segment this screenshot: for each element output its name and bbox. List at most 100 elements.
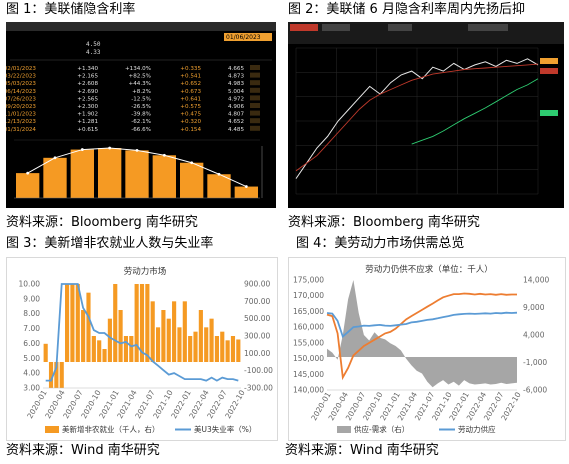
- table-cell-date: 09/20/2023: [6, 104, 36, 110]
- table-cell-date: 02/01/2023: [6, 66, 36, 72]
- table-cell-rate_chg: +0.320: [180, 119, 201, 125]
- supply-demand-gap-area: [327, 280, 517, 388]
- figure2-source: 资料来源：Bloomberg 南华研究: [288, 215, 480, 230]
- table-mini-box: [250, 95, 260, 101]
- implied-rate-chart: 01/06/2023 4.504.33 02/01/2023 +1.340 +134.0…: [6, 22, 276, 199]
- table-cell-rate_chg: +0.475: [180, 112, 201, 118]
- payroll-bar: [43, 343, 48, 362]
- date-box: [224, 33, 272, 41]
- header-value-2: 4.33: [86, 49, 101, 56]
- labor-demand-line: [326, 292, 517, 381]
- implied-rate-bar: [70, 149, 94, 198]
- payroll-bar: [123, 336, 129, 362]
- table-mini-box: [250, 80, 260, 86]
- labor-market-panel: 劳动力市场 10.00 9.00 8.00 7.00 6.00 5.00 4.00 3.00 90…: [6, 257, 278, 441]
- table-cell-hikes: +1.902: [77, 112, 98, 118]
- table-cell-date: 05/03/2023: [6, 81, 36, 87]
- y-left-tick: 9.00: [23, 294, 40, 303]
- table-cell-pct: -26.5%: [131, 104, 151, 110]
- payroll-bar: [54, 362, 59, 388]
- payroll-bar: [166, 318, 171, 362]
- implied-rate-bar: [98, 148, 122, 198]
- figure3-caption: 图 3：美新增非农就业人数与失业率: [6, 236, 214, 251]
- legend-bar-swatch: [45, 426, 59, 433]
- payroll-bar: [209, 318, 214, 362]
- legend-line-label: 美U3失业率（%）: [194, 424, 256, 434]
- table-cell-rate_chg: +0.335: [180, 66, 201, 72]
- y-right-tick: 100.00: [244, 349, 270, 358]
- table-cell-rate_chg: +0.154: [180, 127, 201, 133]
- labor-supply-demand-chart: 劳动力仍供不应求（单位：千人） 175,000 170,000 165,000 160,…: [293, 264, 549, 434]
- rate-series-line-3: [411, 78, 539, 145]
- table-cell-rate_chg: +0.652: [180, 81, 201, 87]
- table-cell-rate_chg: +0.541: [180, 74, 201, 80]
- y-right-tick: -100.00: [244, 366, 273, 375]
- table-cell-rate: 4.972: [228, 96, 244, 102]
- table-cell-rate: 5.004: [228, 89, 244, 95]
- header-value-1: 4.50: [86, 41, 101, 48]
- rate-series-line-1: [295, 58, 539, 179]
- y-left-tick: 170,000: [293, 291, 324, 300]
- payroll-bar: [70, 284, 75, 362]
- figure2-caption: 图 2：美联储 6 月隐含利率周内先扬后抑: [288, 2, 525, 17]
- table-cell-hikes: +2.608: [77, 81, 98, 87]
- y-right-tick: 4,000: [523, 331, 545, 340]
- payroll-bar: [75, 284, 80, 362]
- rate-series-line-2: [295, 63, 539, 172]
- table-mini-box: [250, 110, 260, 116]
- table-cell-date: 11/01/2023: [6, 112, 36, 118]
- figure1-caption: 图 1：美联储隐含利率: [6, 2, 136, 17]
- payroll-bar: [81, 310, 86, 362]
- payroll-bar: [193, 331, 198, 362]
- table-cell-hikes: +1.340: [77, 66, 98, 72]
- payroll-bar: [236, 339, 241, 362]
- y-left-tick: 155,000: [293, 338, 324, 347]
- y-left-tick: 5.00: [23, 354, 40, 363]
- table-cell-hikes: +1.281: [77, 119, 98, 125]
- y-right-tick: 9,000: [523, 303, 545, 312]
- y-left-tick: 140,000: [293, 386, 324, 395]
- table-cell-rate: 4.906: [228, 104, 244, 110]
- payroll-bar: [91, 336, 96, 362]
- table-cell-date: 01/31/2024: [6, 127, 36, 133]
- table-cell-hikes: +0.615: [77, 127, 98, 133]
- table-cell-pct: -66.6%: [131, 127, 151, 133]
- y-left-tick: 10.00: [19, 280, 41, 289]
- figure4-caption: 图 4：美劳动力市场供需总览: [296, 236, 465, 251]
- payroll-bar: [220, 331, 225, 362]
- toolbar-tab-2: [322, 24, 350, 31]
- y-left-tick: 150,000: [293, 354, 324, 363]
- table-cell-pct: -62.1%: [131, 119, 151, 125]
- implied-rate-point: [80, 148, 84, 151]
- table-cell-hikes: +2.690: [77, 89, 98, 95]
- y-right-tick: 700.00: [244, 297, 270, 306]
- payroll-bar: [214, 336, 219, 362]
- chart-title: 劳动力仍供不应求（单位：千人）: [365, 264, 493, 275]
- implied-rate-point: [190, 161, 194, 165]
- y-right-tick: 14,000: [523, 276, 549, 285]
- payroll-bar: [134, 284, 139, 362]
- table-cell-rate: 4.873: [228, 74, 244, 80]
- payroll-bar: [188, 336, 193, 362]
- table-mini-box: [250, 125, 260, 131]
- payrolls-unemployment-chart: 劳动力市场 10.00 9.00 8.00 7.00 6.00 5.00 4.00 3.00 90…: [19, 266, 274, 434]
- payroll-bar: [59, 362, 64, 388]
- table-cell-hikes: +2.565: [77, 96, 98, 102]
- payroll-bar: [225, 340, 230, 362]
- table-cell-pct: +8.2%: [132, 89, 151, 95]
- y-right-tick: 900.00: [244, 280, 270, 289]
- labor-supply-demand-panel: 劳动力仍供不应求（单位：千人） 175,000 170,000 165,000 160,…: [288, 257, 566, 441]
- y-left-tick: 3.00: [23, 384, 40, 393]
- implied-rate-bar: [125, 150, 149, 198]
- payroll-bar: [145, 284, 150, 362]
- y-left-tick: 7.00: [23, 324, 40, 333]
- y-left-tick: 6.00: [23, 339, 40, 348]
- y-right-tick: -300.00: [244, 384, 273, 393]
- table-cell-pct: -39.8%: [131, 112, 151, 118]
- table-cell-rate: 4.485: [228, 127, 244, 133]
- figure1-source: 资料来源：Bloomberg 南华研究: [6, 215, 198, 230]
- table-cell-rate_chg: +0.641: [180, 96, 201, 102]
- table-cell-rate: 4.665: [228, 66, 244, 72]
- last-value-tag-1: [540, 58, 558, 64]
- table-cell-rate_chg: +0.575: [180, 104, 201, 110]
